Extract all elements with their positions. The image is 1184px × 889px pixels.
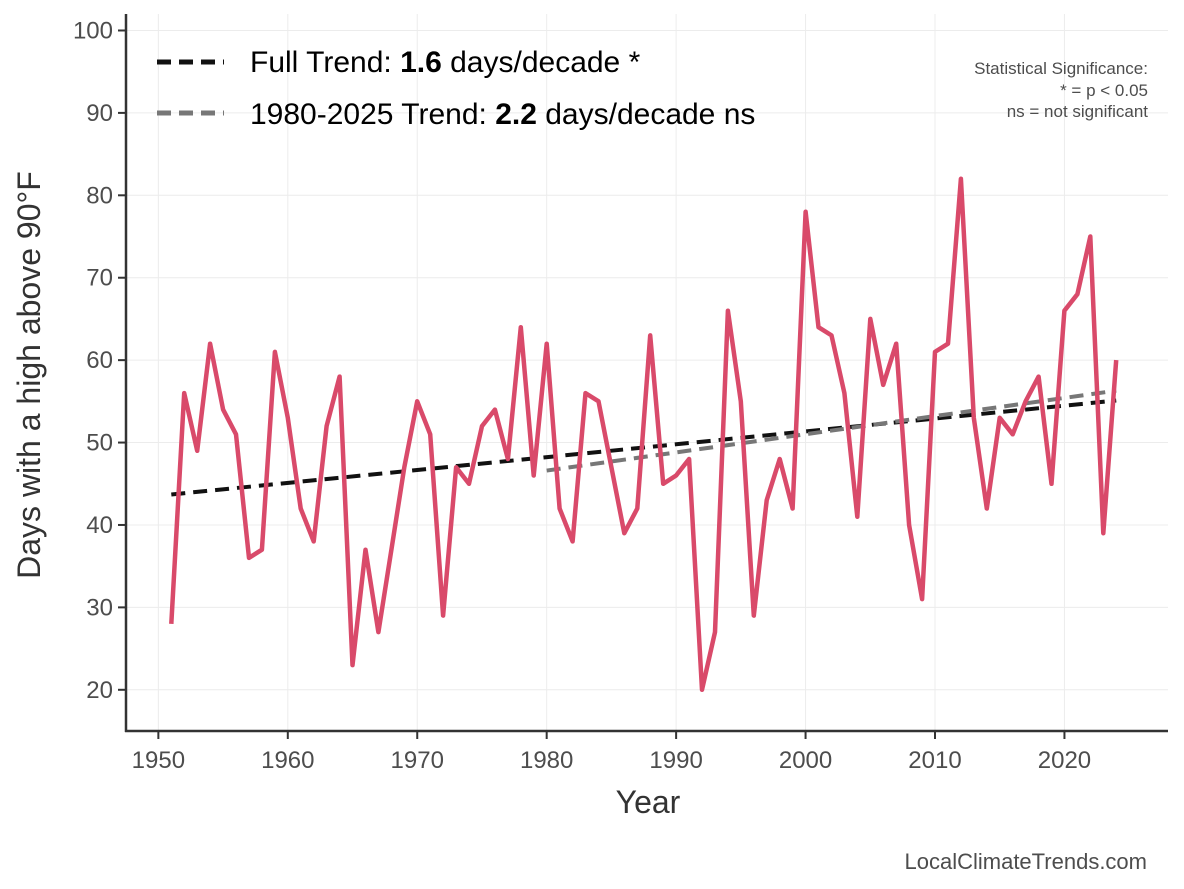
legend-label-recent-trend: 1980-2025 Trend: 2.2 days/decade ns: [250, 98, 755, 131]
legend: Full Trend: 1.6 days/decade * 1980-2025 …: [157, 46, 755, 131]
y-tick-label-90: 90: [86, 100, 113, 127]
x-tick-label-2010: 2010: [908, 747, 961, 774]
x-tick-label-2020: 2020: [1038, 747, 1091, 774]
x-axis-ticks: 1950 1960 1970 1980 1990 2000 2010 2020: [132, 731, 1091, 774]
significance-note-star: * = p < 0.05: [1060, 81, 1148, 100]
significance-note: Statistical Significance: * = p < 0.05 n…: [974, 59, 1148, 121]
y-axis-ticks: 20 30 40 50 60 70 80 90 100: [73, 17, 126, 704]
significance-note-title: Statistical Significance:: [974, 59, 1148, 78]
y-tick-label-30: 30: [86, 594, 113, 621]
x-tick-label-1980: 1980: [520, 747, 573, 774]
x-tick-label-1950: 1950: [132, 747, 185, 774]
significance-note-ns: ns = not significant: [1007, 102, 1149, 121]
axes: [124, 14, 1168, 733]
y-tick-label-70: 70: [86, 265, 113, 292]
recent-trend-line: [546, 388, 1117, 473]
x-axis-title: Year: [616, 784, 681, 820]
y-tick-label-100: 100: [73, 17, 113, 44]
data-series: [169, 176, 1119, 693]
x-tick-label-1960: 1960: [261, 747, 314, 774]
legend-label-full-trend: Full Trend: 1.6 days/decade *: [250, 46, 641, 79]
x-tick-label-1970: 1970: [391, 747, 444, 774]
x-tick-label-1990: 1990: [649, 747, 702, 774]
x-tick-label-2000: 2000: [779, 747, 832, 774]
y-tick-label-50: 50: [86, 430, 113, 457]
y-axis-title: Days with a high above 90°F: [11, 171, 47, 579]
y-tick-label-20: 20: [86, 677, 113, 704]
y-tick-label-80: 80: [86, 182, 113, 209]
y-tick-label-40: 40: [86, 512, 113, 539]
credit-text: LocalClimateTrends.com: [905, 849, 1148, 874]
series-line: [169, 176, 1119, 693]
y-tick-label-60: 60: [86, 347, 113, 374]
